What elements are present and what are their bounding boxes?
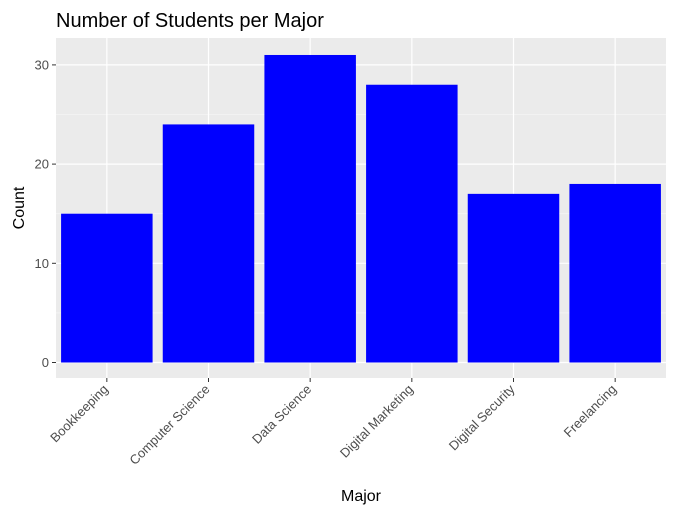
x-tick-label: Digital Marketing [337,382,416,461]
bar-freelancing [569,183,661,363]
y-tick-label: 30 [35,57,49,72]
bar-data-science [264,54,356,363]
plot-panel [56,38,666,378]
x-axis: Bookkeeping Computer Science Data Science D… [47,378,619,468]
y-axis-title: Count [11,186,28,229]
bars [61,54,661,363]
y-tick-label: 10 [35,256,49,271]
bar-digital-marketing [366,84,458,363]
y-tick-label: 20 [35,157,49,172]
bar-bookkeeping [61,213,153,363]
x-tick-label: Freelancing [561,382,620,441]
y-tick-label: 0 [42,355,49,370]
y-axis: 0 10 20 30 [35,57,56,370]
x-tick-label: Computer Science [126,382,212,468]
x-tick-label: Data Science [249,382,314,447]
bar-computer-science [162,124,255,363]
chart-title: Number of Students per Major [56,10,324,32]
bar-digital-security [467,193,560,363]
x-axis-title: Major [341,488,382,505]
x-tick-label: Bookkeeping [47,382,111,446]
x-tick-label: Digital Security [446,381,518,453]
